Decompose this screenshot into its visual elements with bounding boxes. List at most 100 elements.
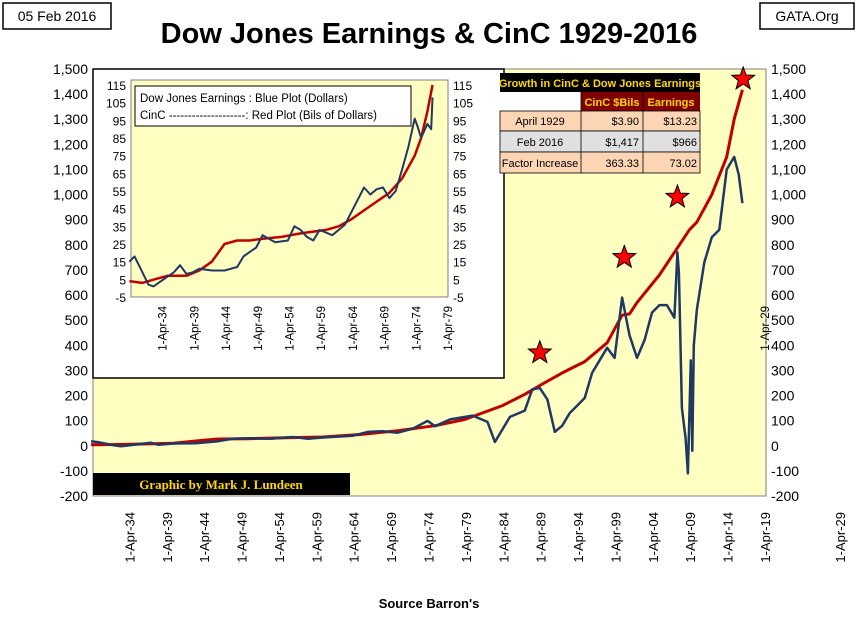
star-marker — [730, 65, 756, 90]
main-series — [90, 89, 744, 475]
growth-row-2-label: Feb 2016 — [517, 137, 563, 149]
earnings-series-line — [128, 97, 434, 288]
growth-row-3-earnings: 73.02 — [669, 158, 697, 170]
growth-row-1-cinc: $3.90 — [611, 116, 639, 128]
y-tick-label-right: 1,400 — [771, 86, 806, 102]
y-tick-label-left: 600 — [65, 287, 89, 303]
y-tick-label-right: 95 — [453, 114, 467, 128]
y-tick-label-right: 1,000 — [771, 187, 806, 203]
date-box — [2, 2, 112, 30]
y-tick-label-left: 1,000 — [53, 187, 88, 203]
y-tick-label-right: 700 — [771, 262, 795, 278]
x-tick-label: 1-Apr-59 — [309, 512, 324, 563]
x-tick-label: 1-Apr-04 — [646, 512, 661, 563]
y-tick-label-right: 85 — [453, 132, 467, 146]
x-tick-label: 1-Apr-79 — [459, 512, 474, 563]
y-tick-label-left: 25 — [113, 238, 127, 252]
x-tick-label: 1-Apr-54 — [285, 305, 297, 350]
y-tick-label-left: 95 — [113, 114, 127, 128]
y-tick-label-left: 400 — [65, 337, 89, 353]
main-stars — [527, 65, 756, 364]
y-tick-label-right: -5 — [453, 291, 464, 305]
y-tick-label-left: 1,200 — [53, 136, 88, 152]
x-tick-label: 1-Apr-19 — [758, 512, 773, 563]
y-tick-label-right: 25 — [453, 238, 467, 252]
y-tick-label-right: 55 — [453, 185, 467, 199]
y-tick-label-right: 300 — [771, 362, 795, 378]
y-tick-label-left: 45 — [113, 203, 127, 217]
credit-text: Graphic by Mark J. Lundeen — [139, 477, 303, 492]
growth-table-header-cinc: CinC $Bils — [584, 97, 639, 109]
y-tick-label-right: -100 — [771, 463, 799, 479]
growth-table-header-cinc-bg — [581, 92, 643, 111]
x-tick-label: 1-Apr-49 — [253, 306, 265, 351]
y-tick-label-right: 115 — [453, 79, 472, 93]
y-tick-label-right: 500 — [771, 312, 795, 328]
y-tick-label-left: -100 — [60, 463, 88, 479]
y-tick-label-left: 0 — [80, 438, 88, 454]
y-tick-label-left: 85 — [113, 132, 127, 146]
y-tick-label-left: 105 — [106, 97, 126, 111]
x-tick-label: 1-Apr-94 — [571, 512, 586, 563]
y-tick-label-left: 500 — [65, 312, 89, 328]
growth-table-header-earn-bg — [643, 92, 700, 111]
y-tick-label-right: 1,300 — [771, 111, 806, 127]
source-tag-box — [759, 2, 855, 30]
y-tick-label-right: 15 — [453, 256, 467, 270]
y-tick-label-left: 700 — [65, 262, 89, 278]
x-tick-label: 1-Apr-69 — [380, 306, 392, 351]
x-tick-label: 1-Apr-89 — [534, 512, 549, 563]
page-title: Dow Jones Earnings & CinC 1929-2016 — [161, 18, 698, 50]
star-marker — [664, 183, 691, 208]
growth-row-1-label: April 1929 — [515, 116, 565, 128]
x-tick-label: 1-Apr-29 — [760, 306, 772, 351]
y-tick-label-right: 200 — [771, 388, 795, 404]
inset-legend-line-2: CinC --------------------: Red Plot (Bil… — [140, 110, 377, 122]
x-tick-label: 1-Apr-99 — [608, 512, 623, 563]
y-tick-label-left: 115 — [107, 79, 126, 93]
growth-row-1-earnings: $13.23 — [663, 116, 697, 128]
inset-legend-box — [134, 85, 412, 127]
y-tick-label-left: 65 — [113, 167, 127, 181]
x-tick-label: 1-Apr-64 — [347, 512, 362, 563]
x-tick-label: 1-Apr-09 — [683, 512, 698, 563]
y-tick-label-right: 1,500 — [771, 61, 806, 77]
y-tick-label-right: 45 — [453, 203, 467, 217]
source-label: Source Barron's — [379, 596, 480, 611]
main-axes: -200 -200 -100 -100 0 0 100 100 200 200 300 300 400 4… — [53, 61, 848, 563]
y-tick-label-right: 65 — [453, 167, 467, 181]
credit-banner — [93, 473, 350, 495]
y-tick-label-left: 1,400 — [53, 86, 88, 102]
y-tick-label-left: 1,300 — [53, 111, 88, 127]
x-tick-label: 1-Apr-39 — [189, 306, 201, 351]
y-tick-label-left: 900 — [65, 212, 89, 228]
y-tick-label-right: 105 — [453, 97, 473, 111]
y-tick-label-left: 75 — [113, 150, 127, 164]
growth-table-title-bg — [500, 73, 700, 92]
y-tick-label-right: 400 — [771, 337, 795, 353]
y-tick-label-left: 35 — [113, 220, 127, 234]
x-tick-label: 1-Apr-44 — [197, 512, 212, 563]
y-tick-label-left: 55 — [113, 185, 127, 199]
star-marker — [611, 243, 638, 269]
y-tick-label-right: -200 — [771, 488, 799, 504]
x-tick-label: 1-Apr-79 — [443, 306, 455, 351]
growth-row-2-cinc: $1,417 — [605, 137, 639, 149]
y-tick-label-right: 0 — [771, 438, 779, 454]
x-tick-label: 1-Apr-44 — [221, 305, 233, 350]
y-tick-label-right: 35 — [453, 220, 467, 234]
growth-table: Growth in CinC & Dow Jones Earnings CinC… — [499, 73, 701, 174]
y-tick-label-left: 300 — [65, 362, 89, 378]
y-tick-label-left: 1,500 — [53, 61, 88, 77]
y-tick-label-left: -5 — [115, 291, 126, 305]
growth-row-3-bg — [499, 151, 701, 174]
y-tick-label-right: 100 — [771, 413, 795, 429]
growth-table-header-earnings: Earnings — [647, 97, 694, 109]
date-label: 05 Feb 2016 — [18, 8, 97, 24]
y-tick-label-left: 15 — [113, 256, 127, 270]
growth-row-2-earnings: $966 — [673, 137, 697, 149]
source-tag: GATA.Org — [775, 8, 838, 24]
x-tick-label: 1-Apr-34 — [122, 512, 137, 563]
